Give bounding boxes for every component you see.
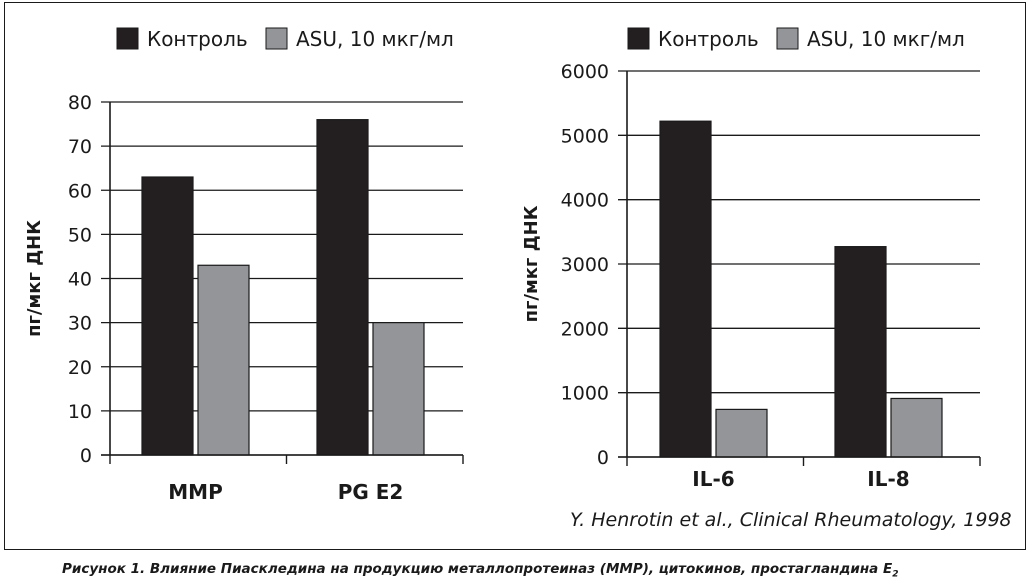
y-tick-label: 60: [68, 180, 92, 202]
legend-label-control: Контроль: [147, 27, 248, 51]
y-tick-label: 3000: [561, 254, 609, 276]
bar-control-il-8: [834, 246, 887, 458]
y-tick-label: 50: [68, 224, 92, 246]
category-label: IL-8: [867, 467, 909, 491]
legend-swatch-control: [627, 27, 650, 50]
category-label: IL-6: [692, 467, 734, 491]
y-tick-label: 2000: [561, 318, 609, 340]
legend-label-asu: ASU, 10 мкг/мл: [296, 27, 454, 51]
y-tick-label: 1000: [561, 383, 609, 405]
caption-subscript: 2: [892, 569, 899, 580]
bar-asu-il-8: [890, 397, 943, 458]
y-tick-label: 80: [68, 92, 92, 114]
y-tick-label: 30: [68, 313, 92, 335]
source-citation: Y. Henrotin et al., Clinical Rheumatolog…: [570, 509, 1012, 531]
y-tick-label: 0: [597, 447, 609, 469]
bar-control-il-6: [659, 120, 712, 458]
chart-left: 0 10 20 30 40 50 60 70 80 MMP PG E2 пг/мкг ДНК Контр…: [24, 27, 464, 504]
y-tick-label: 20: [68, 357, 92, 379]
figure-frame: [4, 2, 1026, 550]
caption-text: Рисунок 1. Влияние Пиаскледина на продук…: [62, 561, 893, 577]
y-axis-title: пг/мкг ДНК: [24, 220, 45, 337]
figure-caption: Рисунок 1. Влияние Пиаскледина на продук…: [62, 561, 898, 580]
chart-right: 0 1000 2000 3000 4000 5000 6000 IL-6 IL-8 пг/мкг …: [521, 27, 981, 491]
legend-swatch-asu: [776, 27, 799, 50]
y-tick-label: 10: [68, 401, 92, 423]
category-label: PG E2: [338, 480, 404, 504]
y-tick-label: 40: [68, 269, 92, 291]
y-tick-label: 4000: [561, 190, 609, 212]
bar-asu-il-6: [715, 408, 768, 458]
bar-control-pg-e2: [316, 119, 369, 456]
y-tick-label: 5000: [561, 125, 609, 147]
y-tick-label: 0: [80, 445, 92, 467]
bar-asu-mmp: [197, 264, 250, 456]
legend-swatch-control: [116, 27, 139, 50]
legend-label-control: Контроль: [658, 27, 759, 51]
y-tick-label: 6000: [561, 61, 609, 83]
legend-swatch-asu: [265, 27, 288, 50]
y-axis-title: пг/мкг ДНК: [521, 205, 542, 322]
bar-asu-pg-e2: [372, 322, 425, 456]
y-tick-label: 70: [68, 136, 92, 158]
legend-label-asu: ASU, 10 мкг/мл: [807, 27, 965, 51]
category-label: MMP: [168, 480, 222, 504]
